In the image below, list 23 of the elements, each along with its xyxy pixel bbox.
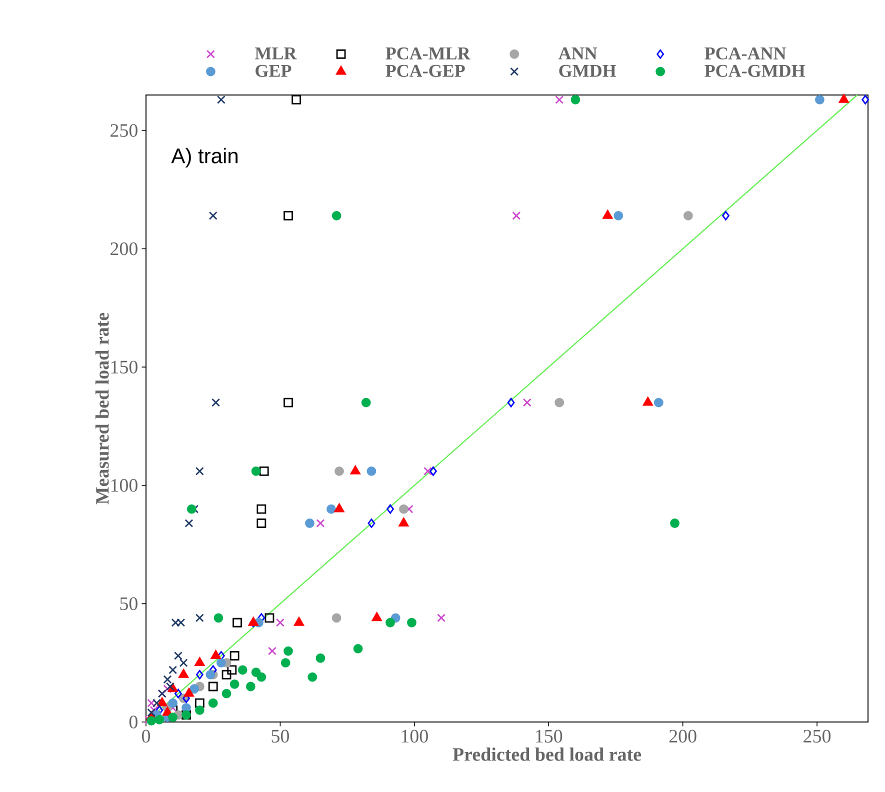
legend-label: PCA-GMDH (704, 64, 806, 77)
legend-label: ANN (558, 47, 598, 60)
legend-label: PCA-GEP (386, 64, 465, 77)
legend-label: PCA-ANN (704, 47, 786, 60)
legend-label: GMDH (559, 64, 616, 77)
y-tick-label: 50 (120, 597, 138, 610)
y-tick-label: 150 (111, 360, 138, 374)
x-tick-label: 250 (804, 730, 831, 743)
x-tick-label: 200 (669, 730, 696, 743)
x-tick-label: 50 (272, 730, 289, 743)
y-tick-label: 250 (110, 124, 138, 137)
legend-label: MLR (255, 47, 297, 60)
x-tick-label: 0 (142, 730, 150, 743)
legend-label: GEP (256, 64, 292, 77)
x-tick-label: 150 (536, 730, 562, 743)
y-tick-label: 100 (111, 478, 138, 492)
y-axis-title: Measured bed load rate (95, 312, 109, 504)
x-tick-label: 100 (402, 730, 428, 743)
legend-label: PCA-MLR (386, 47, 470, 60)
annotation: A) train (171, 148, 238, 168)
y-tick-label: 200 (110, 242, 138, 256)
y-tick-label: 0 (129, 716, 138, 728)
x-axis-title: Predicted bed load rate (452, 747, 642, 761)
